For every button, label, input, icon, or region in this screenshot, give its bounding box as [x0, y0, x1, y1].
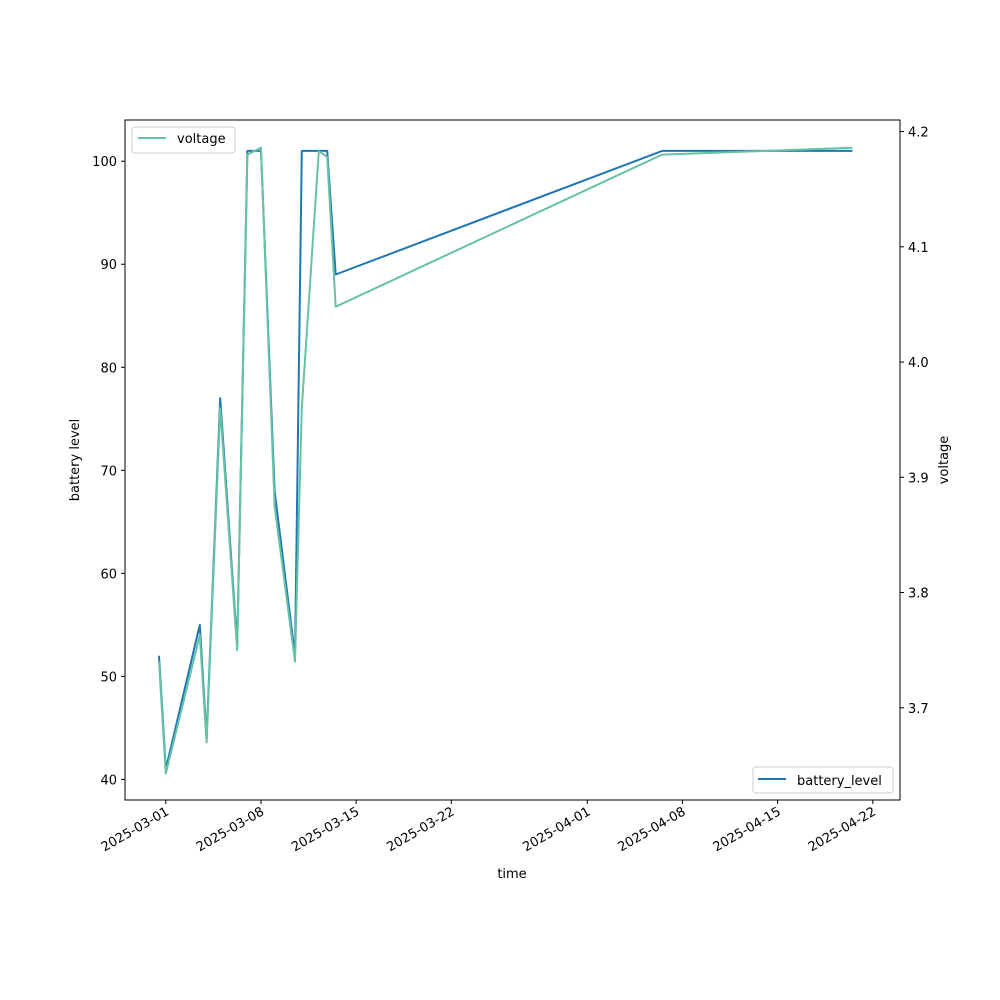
- y-left-tick-label: 60: [100, 567, 117, 582]
- y-right-tick-label: 3.8: [908, 587, 929, 602]
- y-right-axis-ticks: 3.7 3.8 3.9 4.0 4.1 4.2: [900, 126, 929, 717]
- legend-battery-level-label: battery_level: [797, 774, 882, 789]
- y-right-tick-label: 4.2: [908, 126, 929, 141]
- legend-voltage-box: [131, 126, 236, 154]
- y-right-tick-label: 3.7: [908, 702, 929, 717]
- y-left-tick-label: 90: [100, 258, 117, 273]
- x-axis-label: time: [497, 867, 526, 882]
- legend-battery-level: battery_level: [752, 766, 894, 794]
- y-left-axis-label: battery level: [68, 419, 83, 502]
- y-left-tick-label: 80: [100, 361, 117, 376]
- legend-voltage-label: voltage: [177, 132, 226, 147]
- legend-battery-level-box: [752, 766, 894, 794]
- y-right-tick-label: 4.0: [908, 356, 929, 371]
- y-left-tick-label: 100: [92, 155, 117, 170]
- y-right-axis-label: voltage: [937, 436, 952, 485]
- series-lines: [158, 146, 853, 775]
- y-left-tick-label: 50: [100, 670, 117, 685]
- legend-voltage: voltage: [131, 126, 236, 154]
- y-right-tick-label: 3.9: [908, 471, 929, 486]
- y-right-tick-label: 4.1: [908, 241, 929, 256]
- series-line-voltage: [158, 146, 853, 775]
- y-left-axis-ticks: 40 50 60 70 80 90 100: [92, 155, 125, 788]
- y-left-tick-label: 70: [100, 464, 117, 479]
- y-left-tick-label: 40: [100, 773, 117, 788]
- plot-frame: [124, 119, 901, 801]
